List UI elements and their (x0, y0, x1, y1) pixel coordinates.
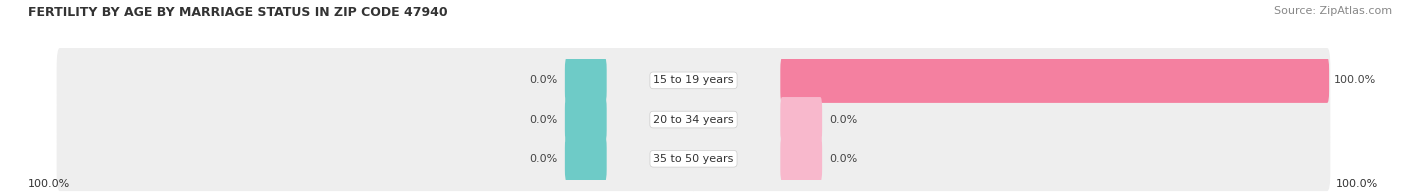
Text: 100.0%: 100.0% (1333, 75, 1376, 85)
FancyBboxPatch shape (690, 48, 1330, 113)
Text: 0.0%: 0.0% (529, 114, 557, 125)
FancyBboxPatch shape (565, 97, 606, 142)
Text: 0.0%: 0.0% (830, 154, 858, 164)
FancyBboxPatch shape (780, 58, 1329, 103)
FancyBboxPatch shape (780, 97, 823, 142)
Text: 0.0%: 0.0% (529, 75, 557, 85)
FancyBboxPatch shape (565, 136, 606, 181)
FancyBboxPatch shape (690, 87, 1330, 152)
Text: 0.0%: 0.0% (830, 114, 858, 125)
Text: Source: ZipAtlas.com: Source: ZipAtlas.com (1274, 6, 1392, 16)
FancyBboxPatch shape (565, 58, 606, 103)
Text: 35 to 50 years: 35 to 50 years (654, 154, 734, 164)
Text: 100.0%: 100.0% (28, 179, 70, 189)
FancyBboxPatch shape (690, 126, 1330, 191)
FancyBboxPatch shape (56, 126, 696, 191)
Text: 15 to 19 years: 15 to 19 years (654, 75, 734, 85)
Text: 100.0%: 100.0% (1336, 179, 1378, 189)
Text: FERTILITY BY AGE BY MARRIAGE STATUS IN ZIP CODE 47940: FERTILITY BY AGE BY MARRIAGE STATUS IN Z… (28, 6, 447, 19)
Text: 0.0%: 0.0% (529, 154, 557, 164)
Text: 20 to 34 years: 20 to 34 years (654, 114, 734, 125)
FancyBboxPatch shape (780, 136, 823, 181)
FancyBboxPatch shape (56, 48, 696, 113)
FancyBboxPatch shape (56, 87, 696, 152)
